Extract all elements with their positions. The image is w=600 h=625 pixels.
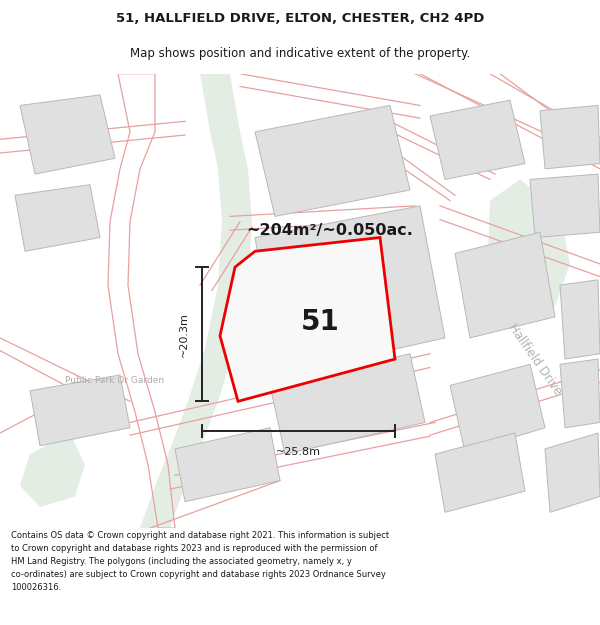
Text: 51: 51	[301, 308, 340, 336]
Polygon shape	[488, 179, 570, 317]
Polygon shape	[430, 100, 525, 179]
Polygon shape	[220, 238, 395, 401]
Text: Map shows position and indicative extent of the property.: Map shows position and indicative extent…	[130, 47, 470, 59]
Polygon shape	[140, 74, 252, 528]
Text: ~25.8m: ~25.8m	[276, 447, 321, 457]
Polygon shape	[270, 354, 425, 454]
Polygon shape	[20, 95, 115, 174]
Polygon shape	[255, 106, 410, 216]
Text: Contains OS data © Crown copyright and database right 2021. This information is : Contains OS data © Crown copyright and d…	[11, 531, 389, 592]
Polygon shape	[545, 433, 600, 512]
Text: ~20.3m: ~20.3m	[179, 312, 189, 357]
Polygon shape	[455, 232, 555, 338]
Polygon shape	[435, 433, 525, 512]
Text: 51, HALLFIELD DRIVE, ELTON, CHESTER, CH2 4PD: 51, HALLFIELD DRIVE, ELTON, CHESTER, CH2…	[116, 12, 484, 25]
Text: ~204m²/~0.050ac.: ~204m²/~0.050ac.	[247, 222, 413, 238]
Polygon shape	[30, 375, 130, 446]
Polygon shape	[175, 428, 280, 502]
Polygon shape	[255, 206, 445, 375]
Polygon shape	[450, 364, 545, 452]
Polygon shape	[530, 174, 600, 238]
Text: Hallfield Drive: Hallfield Drive	[506, 321, 565, 397]
Text: Public Park Or Garden: Public Park Or Garden	[65, 376, 164, 385]
Polygon shape	[540, 106, 600, 169]
Polygon shape	[560, 280, 600, 359]
Polygon shape	[560, 359, 600, 428]
Polygon shape	[15, 185, 100, 251]
Polygon shape	[20, 433, 85, 507]
